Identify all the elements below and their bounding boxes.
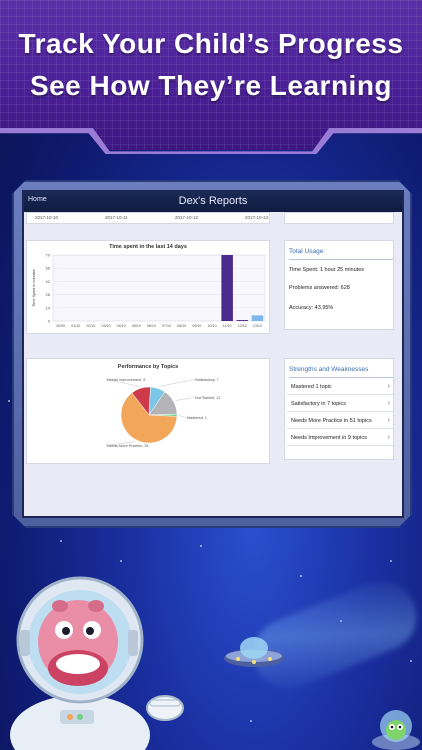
y-tick-label: 28 [46, 292, 51, 297]
headline-line-1: Track Your Child’s Progress [18, 28, 404, 59]
x-tick-label: 10/10 [208, 324, 217, 328]
strip-date: 2017-10-10 [35, 215, 59, 220]
usage-heading: Total Usage [289, 248, 324, 255]
x-tick-label: 03/10 [102, 324, 111, 328]
time-spent-text: Time Spent: 1 hour 25 minutes [289, 267, 365, 273]
app-title: Dex's Reports [178, 195, 248, 207]
strength-row-label: Needs More Practice in 51 topics [291, 418, 372, 424]
y-axis-label: Time Spent in minutes [32, 269, 36, 307]
pie-leader-line [105, 441, 136, 446]
strengths-weaknesses-card: Strengths and Weaknesses Mastered 1 topi… [284, 358, 394, 460]
strength-row[interactable]: Needs More Practice in 51 topics › [287, 413, 393, 429]
divider [289, 259, 393, 260]
time-spent-bar-chart: 0 14 28 42 56 70 30/09 01/10 02/10 03/10 04/10 05/1… [32, 253, 266, 328]
ufo-illustration [224, 637, 284, 667]
strength-row-label: Satisfactory in 7 topics [291, 401, 347, 407]
strip-date: 2017-10-13 [245, 215, 269, 220]
x-tick-label: 05/10 [132, 324, 141, 328]
pie-leader-line [178, 415, 187, 418]
time-spent-chart-card: Time spent in the last 14 days 0 14 28 42 56… [26, 240, 270, 334]
strength-row[interactable]: Needs Improvement in 9 topics › [287, 430, 393, 446]
x-tick-label: 11/10 [223, 324, 232, 328]
y-tick-label: 70 [46, 253, 51, 258]
date-strip: 2017-10-10 2017-10-11 2017-10-12 2017-10… [26, 212, 270, 224]
chevron-right-icon: › [387, 434, 390, 441]
performance-pie-chart: Satisfactory, 7 Not Started, 12 Mastered, … [105, 378, 221, 448]
pie-leader-line [175, 397, 195, 401]
total-usage-card: Total Usage Time Spent: 1 hour 25 minute… [284, 240, 394, 330]
top-right-panel [284, 212, 394, 224]
pie-label: Not Started, 12 [195, 396, 221, 400]
y-tick-label: 14 [46, 305, 51, 310]
y-tick-label: 56 [46, 266, 51, 271]
x-tick-label: 08/10 [177, 324, 186, 328]
strength-row-label: Needs Improvement in 9 topics [291, 435, 367, 441]
strength-row[interactable]: Satisfactory in 7 topics › [287, 396, 393, 412]
x-tick-label: 04/10 [117, 324, 126, 328]
x-tick-label: 06/10 [147, 324, 156, 328]
strength-row-label: Mastered 1 topic [291, 384, 332, 390]
pie-leader-line [105, 379, 141, 387]
astronaut-hippo-mascot [10, 576, 184, 750]
pie-label: Mastered, 1 [187, 416, 207, 420]
pie-slice [120, 392, 178, 444]
promo-banner [0, 0, 422, 150]
pie-slice [131, 386, 151, 416]
strength-row[interactable]: Mastered 1 topic › [287, 379, 393, 395]
bar [251, 315, 264, 321]
chart-title: Time spent in the last 14 days [109, 244, 187, 250]
bar [221, 255, 233, 321]
pie-label: Satisfactory, 7 [195, 378, 219, 382]
strip-date: 2017-10-11 [105, 215, 128, 220]
x-tick-label: 12/10 [238, 324, 247, 328]
pie-label: Needs Improvement, 9 [107, 378, 145, 382]
x-tick-label: 30/09 [56, 324, 65, 328]
chevron-right-icon: › [387, 417, 390, 424]
home-button[interactable]: Home [28, 196, 47, 203]
problems-answered-text: Problems answered: 628 [289, 285, 350, 291]
alien-ufo-illustration [372, 710, 420, 750]
x-tick-label: 01/10 [71, 324, 80, 328]
strengths-heading: Strengths and Weaknesses [289, 366, 369, 373]
app-screen: Home Dex's Reports 2017-10-10 2017-10-11… [22, 190, 404, 518]
x-tick-label: 13/10 [253, 324, 262, 328]
divider [289, 377, 393, 378]
chevron-right-icon: › [387, 400, 390, 407]
chevron-right-icon: › [387, 383, 390, 390]
pie-label: Needs More Practice, 51 [107, 444, 149, 448]
app-titlebar: Home Dex's Reports [24, 192, 402, 212]
accuracy-text: Accuracy: 43.95% [289, 305, 334, 311]
y-tick-label: 42 [46, 279, 51, 284]
headline-line-2: See How They’re Learning [29, 70, 393, 101]
pie-title: Performance by Topics [117, 364, 179, 370]
pie-leader-line [158, 379, 195, 387]
x-tick-label: 02/10 [86, 324, 95, 328]
strip-date: 2017-10-12 [175, 215, 199, 220]
x-tick-label: 07/10 [162, 324, 171, 328]
bar [236, 320, 249, 321]
performance-chart-card: Performance by Topics Satisfactory, 7 Not… [26, 358, 270, 464]
x-tick-label: 09/10 [192, 324, 201, 328]
plot-area [52, 254, 266, 322]
y-tick-label: 0 [48, 319, 51, 324]
